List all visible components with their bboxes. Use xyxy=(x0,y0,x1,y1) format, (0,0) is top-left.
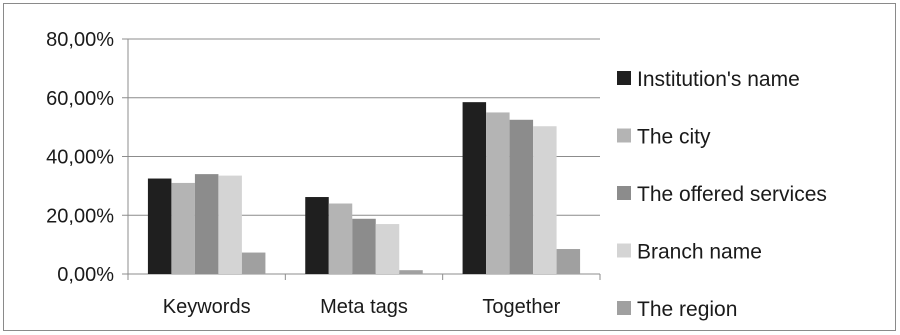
legend-label: The city xyxy=(637,126,711,149)
legend-swatch xyxy=(617,301,631,315)
y-tick-label: 40,00% xyxy=(46,147,114,169)
legend-swatch xyxy=(617,186,631,200)
y-tick-label: 80,00% xyxy=(46,29,114,51)
x-tick-label: Together xyxy=(482,296,560,318)
bar-keywords-2 xyxy=(194,174,219,274)
bars xyxy=(147,102,581,275)
bar-together-2 xyxy=(509,119,534,274)
bar-meta-tags-1 xyxy=(328,203,353,274)
legend-label: The region xyxy=(637,298,737,321)
legend: Institution's name The city The offered se… xyxy=(617,68,827,321)
bar-together-0 xyxy=(462,102,487,274)
bar-meta-tags-4 xyxy=(399,270,423,274)
x-axis: Keywords Meta tags Together xyxy=(127,274,601,318)
bar-together-1 xyxy=(486,112,510,274)
legend-swatch xyxy=(617,71,631,85)
bar-keywords-1 xyxy=(171,182,195,274)
y-axis: 0,00% 20,00% 40,00% 60,00% 80,00% xyxy=(46,29,129,286)
legend-swatch xyxy=(617,243,631,258)
bar-together-4 xyxy=(556,249,581,274)
y-tick-label: 20,00% xyxy=(46,205,114,227)
bar-meta-tags-3 xyxy=(375,224,400,274)
y-tick-label: 60,00% xyxy=(46,88,114,110)
bar-keywords-0 xyxy=(147,178,172,274)
bar-meta-tags-0 xyxy=(305,197,329,274)
legend-label: Branch name xyxy=(637,241,762,264)
legend-label: The offered services xyxy=(637,183,827,206)
y-tick-label: 0,00% xyxy=(57,264,114,286)
x-tick-label: Keywords xyxy=(163,296,251,318)
x-tick-label: Meta tags xyxy=(320,296,408,318)
legend-swatch xyxy=(617,128,631,143)
legend-label: Institution's name xyxy=(637,68,800,91)
bar-meta-tags-2 xyxy=(352,218,376,274)
bar-together-3 xyxy=(533,126,557,275)
chart-frame xyxy=(3,3,896,331)
bar-keywords-3 xyxy=(218,175,242,274)
bar-keywords-4 xyxy=(241,252,266,274)
